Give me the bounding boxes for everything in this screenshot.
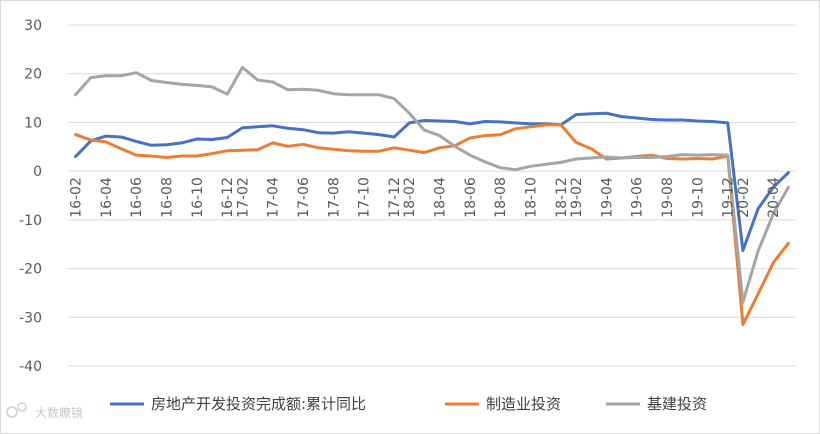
x-tick-label: 19-04 bbox=[599, 177, 615, 218]
y-tick-label: -20 bbox=[19, 262, 42, 278]
series-line-0 bbox=[74, 111, 790, 252]
gridlines bbox=[68, 24, 796, 367]
y-tick-label: 0 bbox=[33, 164, 42, 180]
x-tick-label: 17-08 bbox=[326, 177, 342, 218]
x-tick-label: 19-12 bbox=[721, 177, 737, 218]
y-tick-label: -40 bbox=[19, 359, 42, 375]
x-tick-label: 16-06 bbox=[129, 177, 145, 218]
x-tick-label: 18-06 bbox=[463, 177, 479, 218]
x-tick-label: 16-10 bbox=[190, 177, 206, 218]
x-tick-label: 17-06 bbox=[296, 177, 312, 218]
x-tick-label: 20-04 bbox=[766, 177, 782, 218]
x-tick-label: 18-10 bbox=[524, 177, 540, 218]
watermark: 大数瞭镜 bbox=[6, 402, 83, 420]
x-tick-label: 16-12 bbox=[220, 177, 236, 218]
legend-label-2: 基建投资 bbox=[647, 395, 707, 413]
y-tick-label: 20 bbox=[24, 67, 42, 83]
x-tick-label: 17-12 bbox=[387, 177, 403, 218]
x-tick-label: 17-10 bbox=[357, 177, 373, 218]
x-tick-label: 19-02 bbox=[569, 177, 585, 218]
x-tick-label: 19-06 bbox=[630, 177, 646, 218]
watermark-text: 大数瞭镜 bbox=[35, 405, 83, 420]
legend-label-0: 房地产开发投资完成额:累计同比 bbox=[151, 395, 366, 413]
x-tick-label: 18-12 bbox=[554, 177, 570, 218]
y-tick-label: 30 bbox=[24, 18, 42, 34]
x-tick-label: 16-04 bbox=[99, 177, 115, 218]
x-tick-label: 18-02 bbox=[402, 177, 418, 218]
x-tick-label: 20-02 bbox=[736, 177, 752, 218]
y-tick-label: -10 bbox=[19, 213, 42, 229]
series-group bbox=[74, 65, 790, 327]
y-axis-ticks: 30 20 10 0 -10 -20 -30 -40 bbox=[19, 18, 42, 375]
x-tick-label: 16-02 bbox=[69, 177, 85, 218]
x-tick-label: 18-04 bbox=[433, 177, 449, 218]
watermark-logo-icon bbox=[6, 402, 27, 418]
x-tick-label: 17-04 bbox=[266, 177, 282, 218]
x-tick-label: 19-08 bbox=[660, 177, 676, 218]
x-tick-label: 17-02 bbox=[235, 177, 251, 218]
legend-label-1: 制造业投资 bbox=[486, 395, 561, 413]
x-tick-label: 16-08 bbox=[160, 177, 176, 218]
y-tick-label: -30 bbox=[19, 310, 42, 326]
y-tick-label: 10 bbox=[24, 115, 42, 131]
series-line-2 bbox=[74, 65, 790, 304]
x-tick-label: 19-10 bbox=[690, 177, 706, 218]
x-tick-label: 18-08 bbox=[493, 177, 509, 218]
series-line-1 bbox=[74, 123, 790, 327]
x-axis-ticks: 16-02 16-04 16-06 16-08 16-10 16-12 17-02 17-04… bbox=[69, 177, 783, 218]
legend: 房地产开发投资完成额:累计同比 制造业投资 基建投资 bbox=[110, 395, 707, 413]
